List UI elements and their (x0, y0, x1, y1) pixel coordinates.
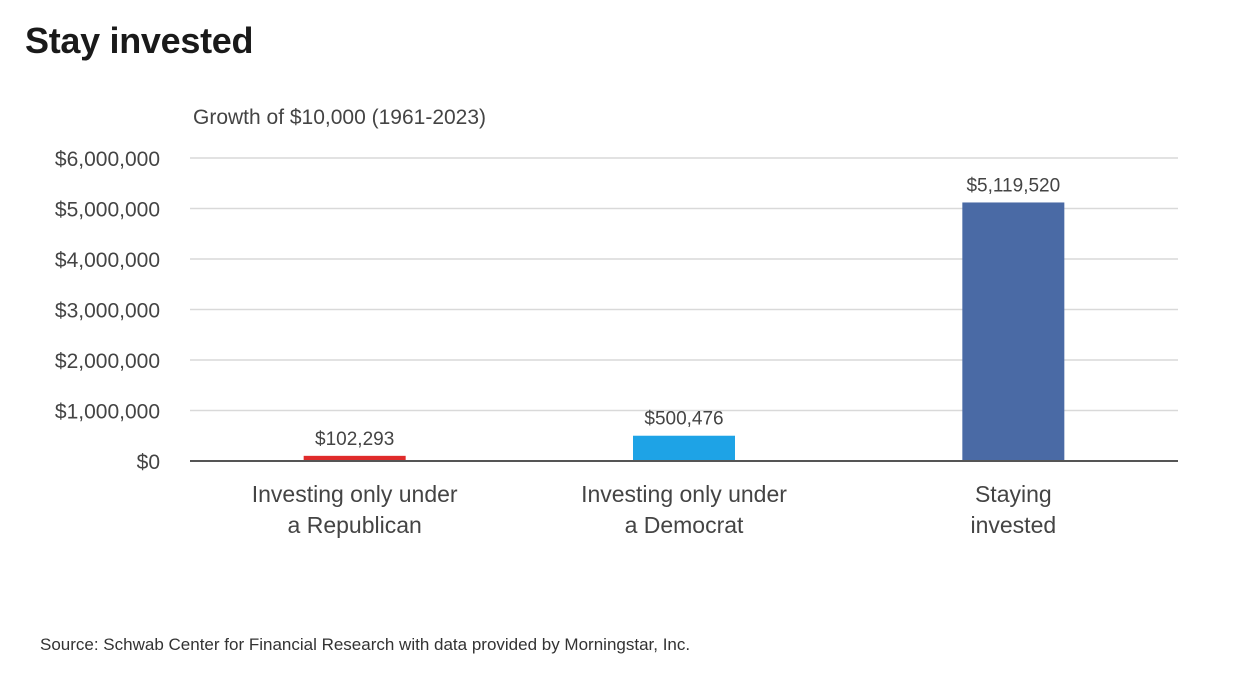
y-tick-label: $6,000,000 (55, 148, 160, 171)
x-tick-label: a Democrat (625, 512, 744, 538)
y-tick-label: $1,000,000 (55, 401, 160, 424)
bar-value-label: $5,119,520 (966, 175, 1060, 196)
bar (633, 435, 735, 461)
y-tick-label: $0 (137, 451, 160, 474)
x-tick-label: Staying (975, 481, 1052, 507)
x-tick-label: a Republican (288, 512, 422, 538)
bar (303, 455, 406, 461)
x-tick-label: Investing only under (252, 481, 458, 507)
y-tick-label: $5,000,000 (55, 199, 160, 222)
y-tick-label: $4,000,000 (55, 249, 160, 272)
page-title: Stay invested (25, 20, 254, 61)
y-tick-label: $2,000,000 (55, 350, 160, 373)
x-tick-label: Investing only under (581, 481, 787, 507)
y-tick-label: $3,000,000 (55, 300, 160, 323)
x-tick-label: invested (970, 512, 1056, 538)
bar-value-label: $500,476 (644, 409, 723, 430)
source-note: Source: Schwab Center for Financial Rese… (40, 635, 691, 654)
bar-chart: Growth of $10,000 (1961-2023) $0 $1,000,00… (55, 106, 1178, 538)
bar (962, 202, 1065, 461)
bar-value-label: $102,293 (315, 429, 394, 450)
chart-title: Growth of $10,000 (1961-2023) (193, 106, 486, 129)
